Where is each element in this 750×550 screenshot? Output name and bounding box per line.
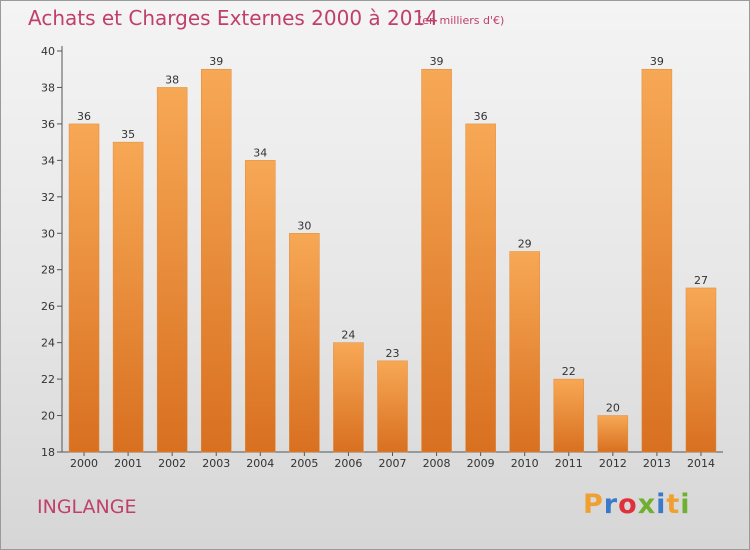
bar [68, 123, 100, 453]
x-tick-label: 2014 [687, 457, 715, 470]
bar-value-label: 29 [518, 238, 532, 251]
y-tick-label: 26 [41, 300, 55, 313]
x-tick-label: 2008 [423, 457, 451, 470]
y-tick-label: 38 [41, 81, 55, 94]
bar [597, 415, 629, 453]
chart-title: Achats et Charges Externes 2000 à 2014 [28, 6, 438, 30]
bar-value-label: 23 [386, 347, 400, 360]
y-tick-label: 36 [41, 118, 55, 131]
x-tick-label: 2000 [70, 457, 98, 470]
y-tick-label: 28 [41, 264, 55, 277]
bar [553, 378, 585, 453]
bar-value-label: 22 [562, 365, 576, 378]
x-tick-label: 2012 [599, 457, 627, 470]
bar-value-label: 36 [77, 110, 91, 123]
bar-value-label: 24 [341, 329, 355, 342]
bar [377, 360, 408, 453]
bar [641, 68, 673, 453]
x-tick-label: 2003 [202, 457, 230, 470]
bar [421, 68, 452, 453]
logo-letter: t [666, 489, 681, 520]
logo-letter: x [637, 489, 657, 520]
x-tick-label: 2005 [290, 457, 318, 470]
bar-value-label: 20 [606, 402, 620, 415]
logo-letter: i [656, 489, 667, 520]
x-axis: 2000 2001 2002 2003 2004 2005 2006 2007 2008 2009… [62, 451, 723, 470]
bar [245, 160, 276, 453]
logo-letter: P [583, 489, 604, 520]
logo-letter: i [680, 489, 691, 520]
bar [156, 87, 188, 453]
x-tick-label: 2004 [246, 457, 274, 470]
bar-value-label: 38 [165, 73, 179, 86]
x-tick-label: 2001 [114, 457, 142, 470]
unit-note: (en milliers d'€) [418, 14, 505, 27]
bar-value-label: 39 [430, 55, 444, 68]
bar [685, 287, 717, 453]
x-tick-label: 2006 [334, 457, 362, 470]
y-tick-label: 24 [41, 337, 55, 350]
x-tick-label: 2010 [511, 457, 539, 470]
commune-name: INGLANGE [37, 496, 137, 518]
logo-letter: r [603, 489, 619, 520]
bar-value-label: 36 [474, 110, 488, 123]
bar [465, 123, 496, 453]
y-tick-label: 30 [41, 227, 55, 240]
x-tick-label: 2011 [555, 457, 583, 470]
bar-value-label: 39 [209, 55, 223, 68]
bar [200, 68, 232, 453]
x-tick-label: 2002 [158, 457, 186, 470]
proxiti-logo: Proxiti [583, 489, 691, 520]
y-tick-label: 22 [41, 373, 55, 386]
y-tick-label: 18 [41, 446, 55, 459]
y-axis: 18 20 22 24 26 28 30 32 34 36 38 40 [41, 45, 63, 459]
bar-value-label: 34 [253, 146, 267, 159]
bar-value-label: 39 [650, 55, 664, 68]
x-tick-label: 2009 [467, 457, 495, 470]
bar [289, 233, 320, 453]
bar-value-label: 35 [121, 128, 135, 141]
bar [509, 251, 540, 453]
x-tick-label: 2007 [379, 457, 407, 470]
bar-value-label: 27 [694, 274, 708, 287]
bar-value-label: 30 [297, 219, 311, 232]
bar [333, 342, 364, 453]
y-tick-label: 40 [41, 45, 55, 58]
logo-letter: o [618, 489, 638, 520]
y-tick-label: 20 [41, 410, 55, 423]
bar [112, 141, 144, 453]
y-tick-label: 34 [41, 154, 55, 167]
x-tick-label: 2013 [643, 457, 671, 470]
y-tick-label: 32 [41, 191, 55, 204]
bars [68, 68, 717, 453]
value-labels: 36 35 38 39 34 30 24 23 39 36 29 22 20 39 27 [77, 55, 708, 414]
